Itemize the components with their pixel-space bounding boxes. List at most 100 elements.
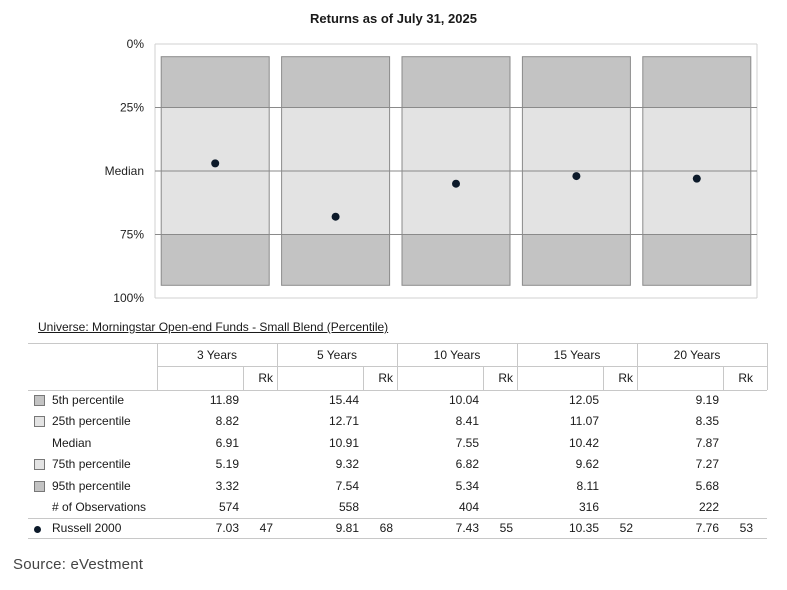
percentile-band [160, 56, 270, 108]
table-column-divider [157, 343, 158, 390]
table-value: 404 [458, 500, 479, 514]
table-value: 9.32 [335, 457, 359, 472]
table-value: 12.71 [328, 414, 359, 429]
table-row-label: 75th percentile [52, 457, 131, 472]
benchmark-point [692, 174, 701, 183]
table-value: 5.19 [215, 457, 239, 472]
table-value: 8.41 [455, 414, 479, 429]
table-period-header: 20 Years [673, 348, 721, 362]
legend-swatch [34, 395, 45, 406]
table-value: 6.82 [455, 457, 479, 472]
legend-swatch [34, 480, 45, 492]
y-tick-label: 100% [113, 291, 144, 305]
table-rank-header: Rk [738, 371, 753, 385]
table-value: 8.11 [576, 478, 599, 493]
table-value: 11.07 [569, 414, 599, 429]
percentile-chart: 0% 25% Median 75% 100% [105, 37, 758, 305]
table-value: 222 [698, 500, 719, 514]
table-column-divider [397, 343, 398, 390]
benchmark-rank: 55 [499, 521, 513, 535]
table-value: 11.89 [209, 393, 239, 407]
table-rank-header: Rk [618, 371, 633, 385]
table-value: 10.04 [448, 393, 479, 407]
percentile-band [281, 234, 391, 286]
y-tick-label: Median [105, 164, 144, 178]
table-period-header: 10 Years [433, 348, 481, 362]
benchmark-label: Russell 2000 [52, 521, 122, 535]
table-period-header: 5 Years [316, 348, 358, 362]
table-column-divider [277, 343, 278, 390]
percentile-band [521, 234, 631, 286]
legend-swatch [34, 416, 45, 428]
benchmark-rank: 53 [739, 521, 753, 535]
chart-title: Returns as of July 31, 2025 [310, 11, 477, 26]
benchmark-value: 7.43 [455, 521, 479, 535]
source-note: Source: eVestment [13, 556, 144, 573]
table-column-divider [517, 343, 518, 390]
table-subheader-rule [28, 390, 767, 391]
benchmark-rank: 68 [379, 521, 393, 535]
table-rank-header: Rk [378, 371, 393, 385]
table-value: 8.35 [695, 414, 719, 429]
table-period-header: 3 Years [196, 348, 238, 362]
y-tick-label: 25% [120, 101, 144, 115]
table-value: 7.55 [455, 435, 479, 450]
table-rank-divider [603, 366, 604, 390]
benchmark-point [211, 159, 220, 168]
benchmark-rank: 52 [619, 521, 633, 535]
table-period-header: 15 Years [553, 348, 601, 362]
table-column-divider [637, 343, 638, 390]
table-rank-divider [363, 366, 364, 390]
table-row-label: 5th percentile [52, 393, 125, 407]
benchmark-value: 7.03 [215, 521, 239, 535]
table-value: 8.82 [215, 414, 239, 429]
table-value: 558 [338, 500, 359, 514]
percentile-band [401, 56, 511, 108]
legend-swatch [34, 459, 45, 471]
table-value: 7.27 [695, 457, 719, 472]
table-value: 5.68 [695, 478, 719, 493]
table-bottom-rule [28, 538, 767, 539]
universe-label: Universe: Morningstar Open-end Funds - S… [38, 320, 389, 334]
table-rank-divider [243, 366, 244, 390]
percentile-rank-table: 3 Years Rk 5 Years Rk 10 Years Rk 15 Years Rk 20… [28, 343, 768, 539]
table-value: 6.91 [215, 435, 239, 450]
benchmark-legend-dot [34, 526, 41, 533]
table-value: 316 [578, 500, 599, 514]
benchmark-value: 7.76 [695, 521, 719, 535]
benchmark-point [452, 179, 460, 188]
percentile-band [401, 234, 511, 286]
table-value: 12.05 [568, 393, 599, 407]
percentile-band [160, 234, 270, 286]
table-rank-divider [483, 366, 484, 390]
table-row-label: # of Observations [52, 500, 147, 514]
table-value: 5.34 [455, 478, 479, 493]
benchmark-point [331, 212, 340, 221]
percentile-band [281, 56, 391, 108]
table-value: 3.32 [215, 478, 239, 493]
table-value: 574 [218, 500, 239, 514]
benchmark-point [572, 172, 581, 181]
table-value: 9.62 [575, 457, 599, 472]
table-column-divider [767, 343, 768, 390]
table-rank-header: Rk [498, 371, 513, 385]
table-rank-divider [723, 366, 724, 390]
table-value: 10.91 [328, 435, 359, 450]
table-value: 15.44 [328, 393, 359, 407]
table-value: 7.87 [695, 435, 719, 450]
benchmark-rank: 47 [259, 521, 273, 535]
percentile-band [642, 234, 752, 286]
table-header-rule [157, 366, 767, 367]
table-value: 9.19 [695, 393, 719, 407]
table-row-label: 95th percentile [52, 478, 131, 493]
table-rank-header: Rk [258, 371, 273, 385]
benchmark-value: 9.81 [335, 521, 359, 535]
table-value: 7.54 [335, 478, 359, 493]
table-value: 10.42 [568, 435, 599, 450]
y-tick-label: 0% [127, 37, 145, 51]
table-benchmark-rule [28, 518, 767, 519]
table-row-label: Median [52, 435, 92, 450]
percentile-band [521, 56, 631, 108]
table-row-label: 25th percentile [52, 414, 131, 429]
y-tick-label: 75% [120, 228, 144, 242]
